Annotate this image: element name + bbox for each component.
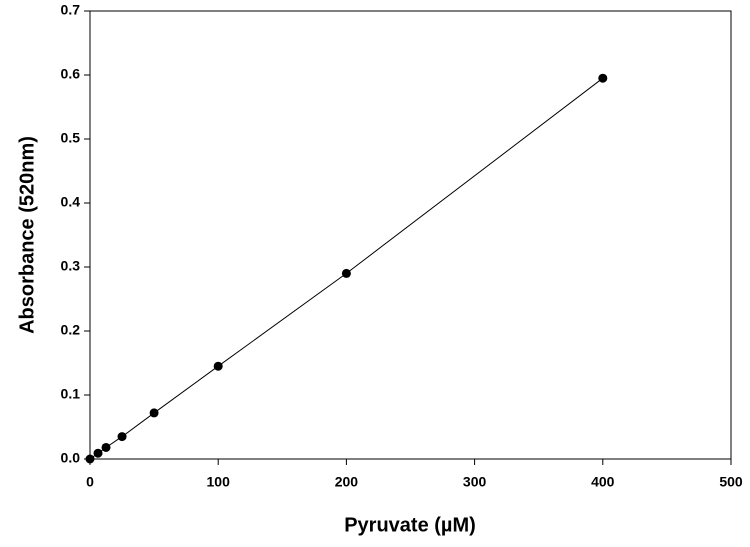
x-tick-label: 200 bbox=[335, 474, 359, 490]
data-point bbox=[93, 448, 103, 458]
data-point bbox=[598, 73, 608, 83]
y-axis-title: Absorbance (520nm) bbox=[16, 136, 38, 334]
x-tick-label: 500 bbox=[719, 474, 743, 490]
data-point bbox=[101, 442, 111, 452]
y-tick-label: 0.0 bbox=[61, 450, 81, 466]
x-axis-title: Pyruvate (µM) bbox=[344, 514, 476, 536]
y-tick-label: 0.6 bbox=[61, 66, 81, 82]
y-tick-label: 0.7 bbox=[61, 2, 81, 18]
data-point bbox=[341, 268, 351, 278]
x-tick-label: 0 bbox=[86, 474, 94, 490]
data-point bbox=[117, 432, 127, 442]
y-tick-label: 0.3 bbox=[61, 258, 81, 274]
y-tick-label: 0.4 bbox=[61, 194, 81, 210]
plot-frame bbox=[89, 10, 732, 460]
x-tick-label: 100 bbox=[207, 474, 231, 490]
x-tick-label: 300 bbox=[463, 474, 487, 490]
y-tick-label: 0.2 bbox=[61, 322, 81, 338]
data-point bbox=[213, 361, 223, 371]
line bbox=[89, 77, 604, 460]
y-tick-label: 0.5 bbox=[61, 130, 81, 146]
y-tick-label: 0.1 bbox=[61, 386, 81, 402]
data-point bbox=[149, 408, 159, 418]
x-tick-label: 400 bbox=[591, 474, 615, 490]
data-point bbox=[85, 454, 95, 464]
